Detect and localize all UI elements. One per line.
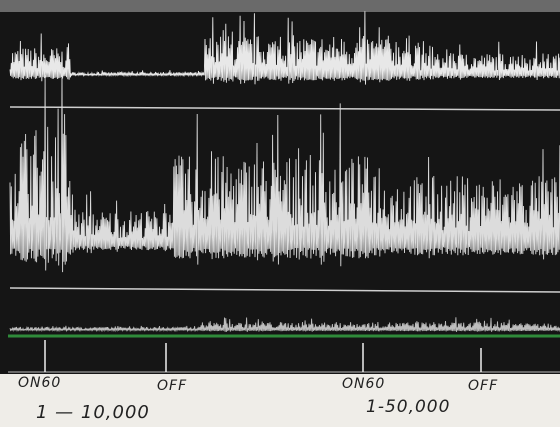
marker-label: ON60 — [18, 375, 61, 391]
middle-trace — [9, 64, 560, 273]
dilution-label: 1-50,000 — [366, 397, 450, 417]
paper — [0, 374, 560, 427]
event-marks — [44, 340, 482, 372]
lower-trace — [9, 317, 560, 333]
marker-label: OFF — [157, 378, 187, 394]
marker-label: OFF — [468, 378, 498, 394]
baseline — [9, 106, 560, 111]
dilution-label: 1 — 10,000 — [36, 402, 150, 423]
marker-label: ON60 — [342, 376, 385, 392]
traces — [9, 11, 560, 333]
baseline — [9, 287, 560, 293]
upper-trace — [9, 11, 560, 85]
top-edge — [0, 0, 560, 12]
